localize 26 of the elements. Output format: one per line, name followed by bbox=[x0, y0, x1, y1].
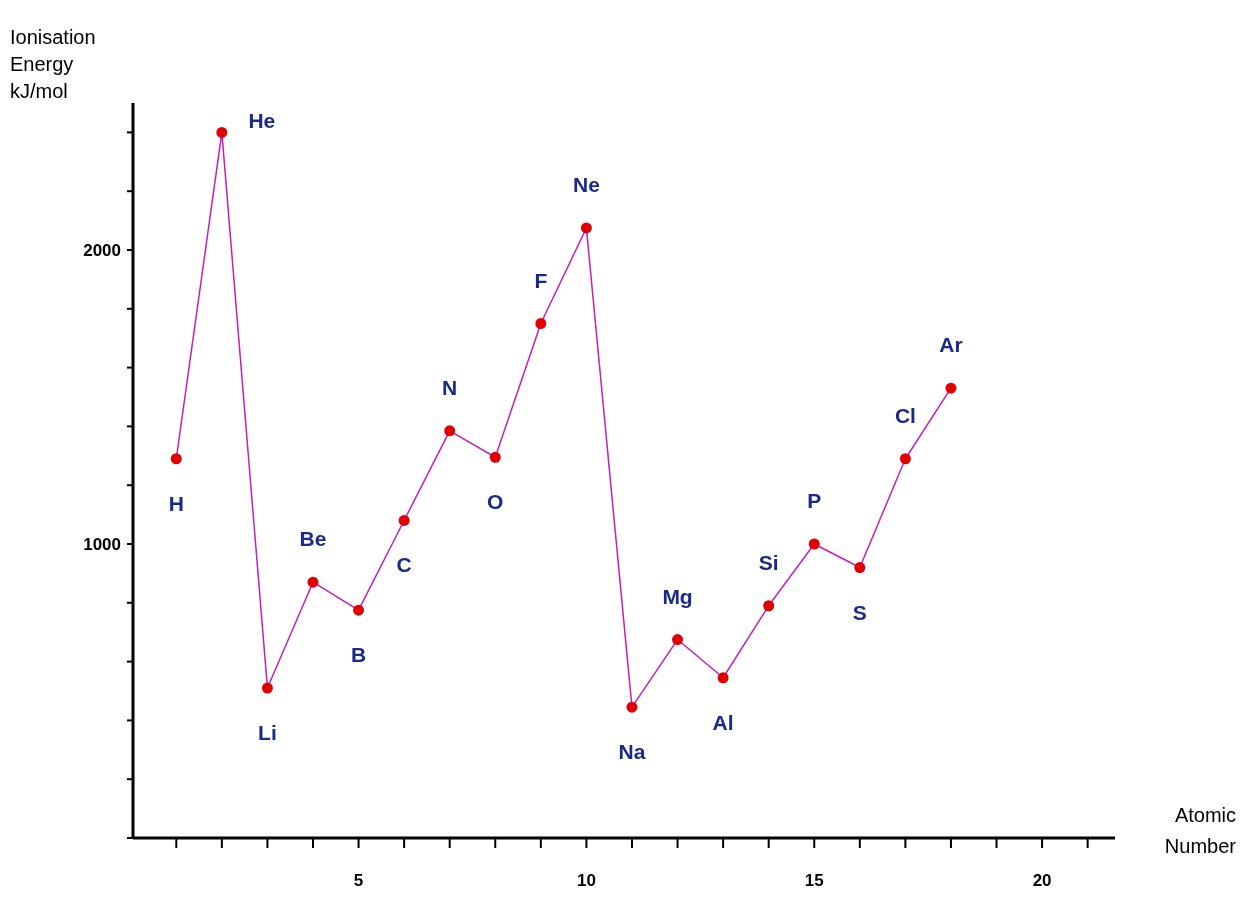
annotation: C bbox=[396, 553, 412, 577]
x-tick-label: 15 bbox=[804, 871, 824, 890]
annotation: Mg bbox=[662, 584, 693, 608]
annotation: B bbox=[350, 643, 367, 667]
annotation: He bbox=[248, 109, 276, 133]
annotation: Na bbox=[618, 740, 646, 764]
annotation: H bbox=[168, 491, 184, 515]
annotation: Ar bbox=[939, 333, 963, 357]
annotation: O bbox=[487, 490, 504, 514]
annotation: Cl bbox=[894, 403, 916, 427]
annotation: N bbox=[442, 375, 458, 399]
x-axis-title: Atomic Number bbox=[1164, 804, 1237, 857]
y-tick-label: 1000 bbox=[83, 535, 121, 554]
y-axis-title: Ionisation Energy kJ/mol bbox=[10, 26, 96, 102]
x-tick-label: 5 bbox=[353, 871, 364, 890]
annotation: S bbox=[852, 600, 867, 624]
annotation: Ne bbox=[572, 172, 600, 196]
annotation: Al bbox=[712, 710, 734, 734]
annotation: Si bbox=[758, 550, 779, 574]
annotation: Be bbox=[299, 527, 327, 551]
x-tick-label: 20 bbox=[1032, 871, 1052, 890]
annotation: P bbox=[807, 489, 822, 512]
x-tick-label: 10 bbox=[576, 871, 596, 890]
annotation: F bbox=[534, 268, 548, 292]
y-tick-label: 2000 bbox=[83, 241, 121, 260]
annotation: Li bbox=[258, 721, 277, 745]
